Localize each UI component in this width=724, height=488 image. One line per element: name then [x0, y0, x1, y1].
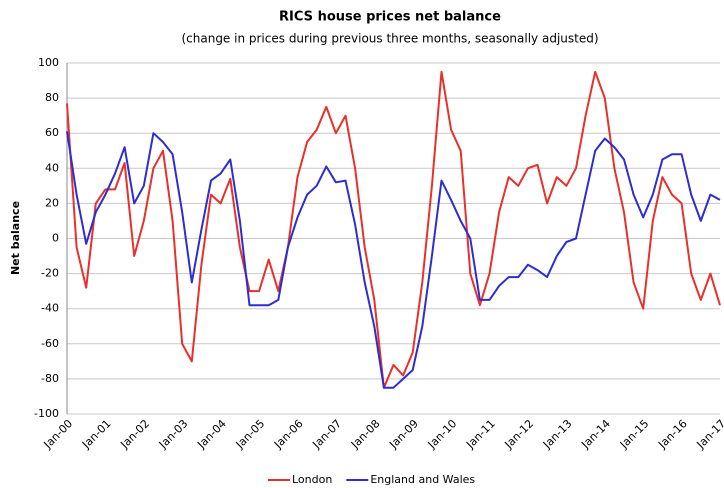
x-tick-label: Jan-01: [79, 417, 114, 452]
x-tick-label: Jan-04: [194, 417, 229, 452]
x-tick-label: Jan-11: [463, 417, 498, 452]
x-tick-label: Jan-05: [233, 417, 268, 452]
x-tick-label: Jan-00: [41, 417, 76, 452]
y-tick-label: -40: [41, 302, 59, 315]
x-tick-label: Jan-14: [578, 417, 613, 452]
y-tick-label: -100: [34, 407, 59, 420]
x-tick-label: Jan-16: [655, 417, 690, 452]
y-tick-label: -20: [41, 267, 59, 280]
legend-item: London: [268, 473, 332, 486]
y-tick-label: 100: [38, 56, 59, 69]
legend-item: England and Wales: [346, 473, 475, 486]
chart-subtitle: (change in prices during previous three …: [181, 32, 598, 46]
series-line: [66, 70, 721, 389]
x-tick-label: Jan-09: [386, 417, 421, 452]
x-tick-label: Jan-12: [502, 417, 537, 452]
x-tick-label: Jan-15: [617, 417, 652, 452]
x-tick-label: Jan-03: [156, 417, 191, 452]
legend-label: London: [292, 473, 332, 486]
y-tick-label: -80: [41, 372, 59, 385]
x-tick-label: Jan-07: [310, 417, 345, 452]
y-axis-label: Net balance: [9, 201, 22, 275]
chart-title: RICS house prices net balance: [279, 10, 501, 25]
y-tick-label: 0: [52, 232, 59, 245]
series-line: [66, 131, 721, 389]
x-tick-label: Jan-08: [348, 417, 383, 452]
legend-label: England and Wales: [370, 473, 475, 486]
x-tick-label: Jan-13: [540, 417, 575, 452]
x-tick-label: Jan-10: [425, 417, 460, 452]
y-tick-label: 60: [45, 126, 59, 139]
x-tick-label: Jan-06: [271, 417, 306, 452]
y-tick-label: 40: [45, 161, 59, 174]
x-tick-label: Jan-17: [694, 417, 724, 452]
y-tick-label: -60: [41, 337, 59, 350]
y-tick-label: 80: [45, 91, 59, 104]
x-tick-label: Jan-02: [117, 417, 152, 452]
y-tick-label: 20: [45, 196, 59, 209]
